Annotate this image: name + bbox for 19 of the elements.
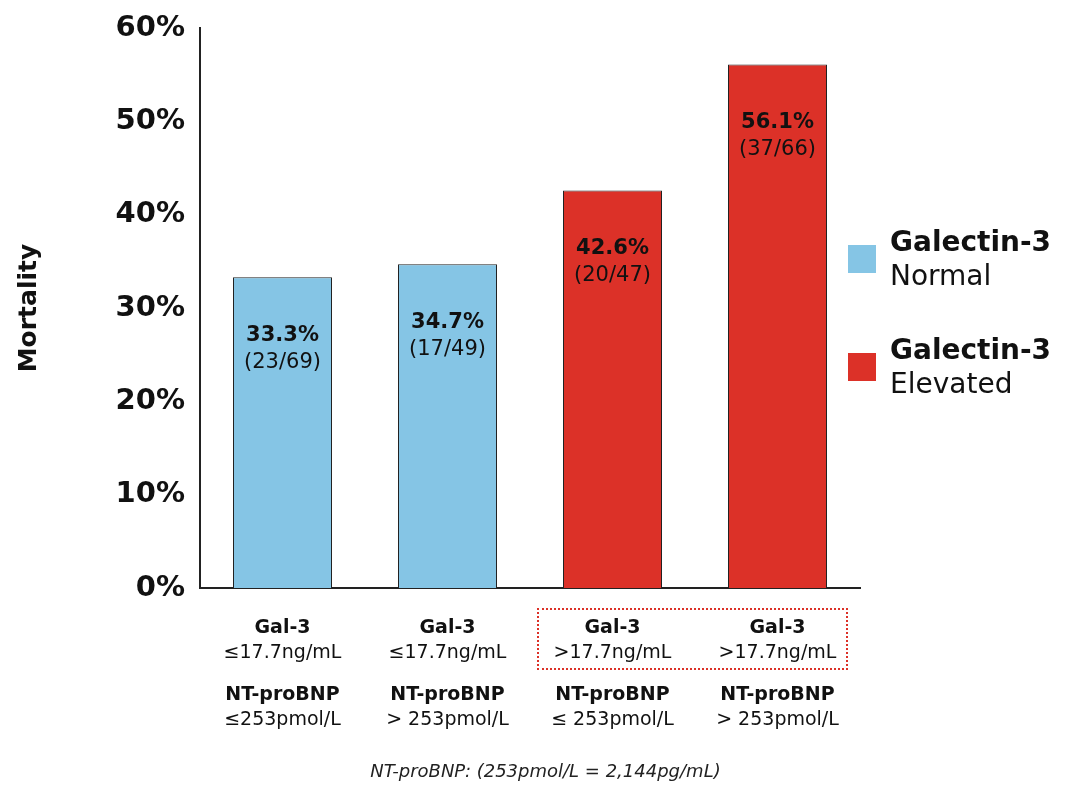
text: NT-proBNP: (253pmol/L = 2,144pg/mL) xyxy=(369,760,722,781)
legend-label: Galectin-3 Normal xyxy=(890,225,1052,292)
y-tick-label: 10% xyxy=(115,475,185,510)
x-tick-label: Gal-3 >17.7ng/mL NT-proBNP ≤ 253pmol/L xyxy=(551,614,675,729)
y-tick-label: 60% xyxy=(115,8,185,43)
y-tick-label: 0% xyxy=(135,568,185,603)
legend-label: Galectin-3 Elevated xyxy=(890,333,1052,400)
x-tick-label: Gal-3 >17.7ng/mL NT-proBNP > 253pmol/L xyxy=(716,614,840,729)
x-tick-label: Gal-3 ≤17.7ng/mL NT-proBNP > 253pmol/L xyxy=(386,614,510,729)
y-tick-label: 40% xyxy=(115,195,185,230)
y-tick-label: 20% xyxy=(115,381,185,416)
data-label: 33.3% (23/69) xyxy=(244,321,321,373)
data-label: 42.6% (20/47) xyxy=(574,234,651,286)
x-tick-label: Gal-3 ≤17.7ng/mL NT-proBNP ≤253pmol/L xyxy=(223,614,342,729)
y-tick-label: 30% xyxy=(115,288,185,323)
data-label: 34.7% (17/49) xyxy=(409,308,486,360)
y-tick-label: 50% xyxy=(115,101,185,136)
data-label: 56.1% (37/66) xyxy=(739,108,816,160)
y-axis-title: Mortality xyxy=(12,243,42,373)
